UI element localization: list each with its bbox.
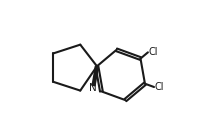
Text: Cl: Cl — [155, 82, 164, 92]
Text: Cl: Cl — [149, 47, 158, 57]
Text: N: N — [89, 83, 97, 93]
